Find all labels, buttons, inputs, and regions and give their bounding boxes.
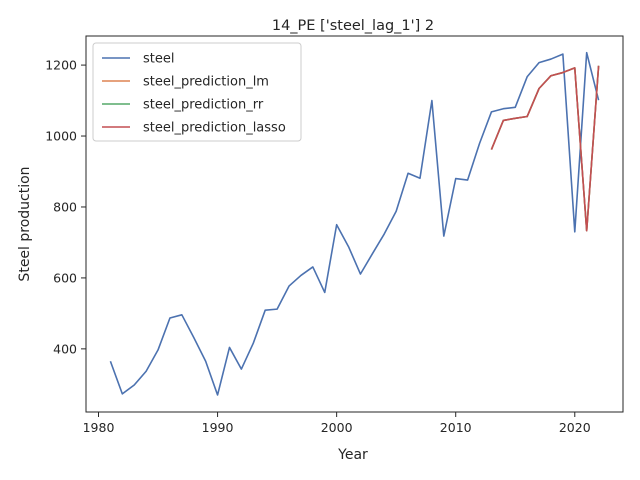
series-line-steel-prediction-rr xyxy=(490,65,600,232)
x-axis: 1980 1990 2000 2010 2020 xyxy=(83,412,591,435)
x-tick-label: 2020 xyxy=(559,420,591,435)
x-tick-label: 1980 xyxy=(83,420,115,435)
y-tick-label: 800 xyxy=(53,199,77,214)
legend-label: steel_prediction_rr xyxy=(143,98,264,113)
y-axis: 400 600 800 1000 1200 xyxy=(45,58,86,356)
legend-box xyxy=(92,42,302,142)
legend-label: steel_prediction_lm xyxy=(143,75,269,90)
y-tick-label: 1200 xyxy=(45,58,77,73)
plot-frame xyxy=(85,35,624,413)
legend-label: steel_prediction_lasso xyxy=(143,121,286,136)
plot-area xyxy=(109,51,600,396)
legend: steel steel_prediction_lm steel_prediction… xyxy=(92,42,302,142)
y-axis-label: Steel production xyxy=(17,166,33,281)
chart-title: 14_PE ['steel_lag_1'] 2 xyxy=(272,18,434,34)
series-line-steel-prediction-lasso xyxy=(490,65,600,232)
x-axis-label: Year xyxy=(337,447,368,463)
x-tick-label: 1990 xyxy=(202,420,234,435)
series-line-steel-prediction-lm xyxy=(490,65,600,232)
y-tick-label: 600 xyxy=(53,270,77,285)
series-line-steel xyxy=(109,51,600,396)
x-tick-label: 2010 xyxy=(440,420,472,435)
y-tick-label: 400 xyxy=(53,341,77,356)
x-tick-label: 2000 xyxy=(321,420,353,435)
legend-label: steel xyxy=(143,52,174,67)
y-tick-label: 1000 xyxy=(45,129,77,144)
